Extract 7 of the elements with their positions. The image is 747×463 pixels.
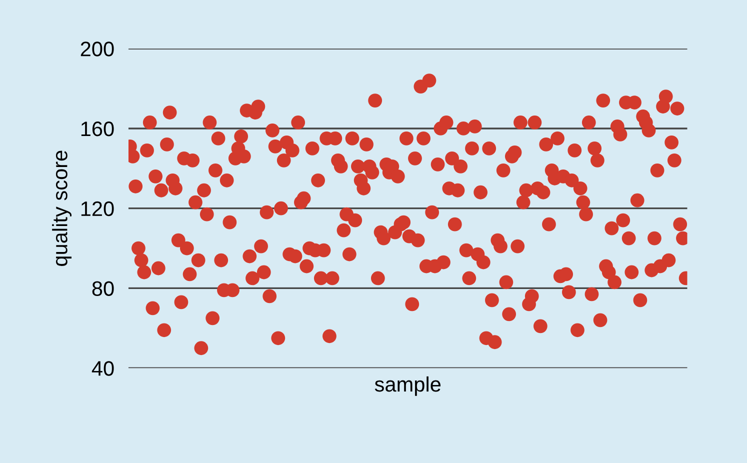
y-axis-title: quality score	[52, 150, 72, 266]
x-axis-title: sample	[374, 376, 441, 396]
y-tick-label: 200	[80, 42, 114, 56]
y-tick-label: 80	[92, 281, 114, 296]
y-tick-label: 120	[81, 201, 114, 216]
y-tick-label: 160	[81, 121, 114, 136]
y-tick-label: 40	[92, 361, 114, 376]
